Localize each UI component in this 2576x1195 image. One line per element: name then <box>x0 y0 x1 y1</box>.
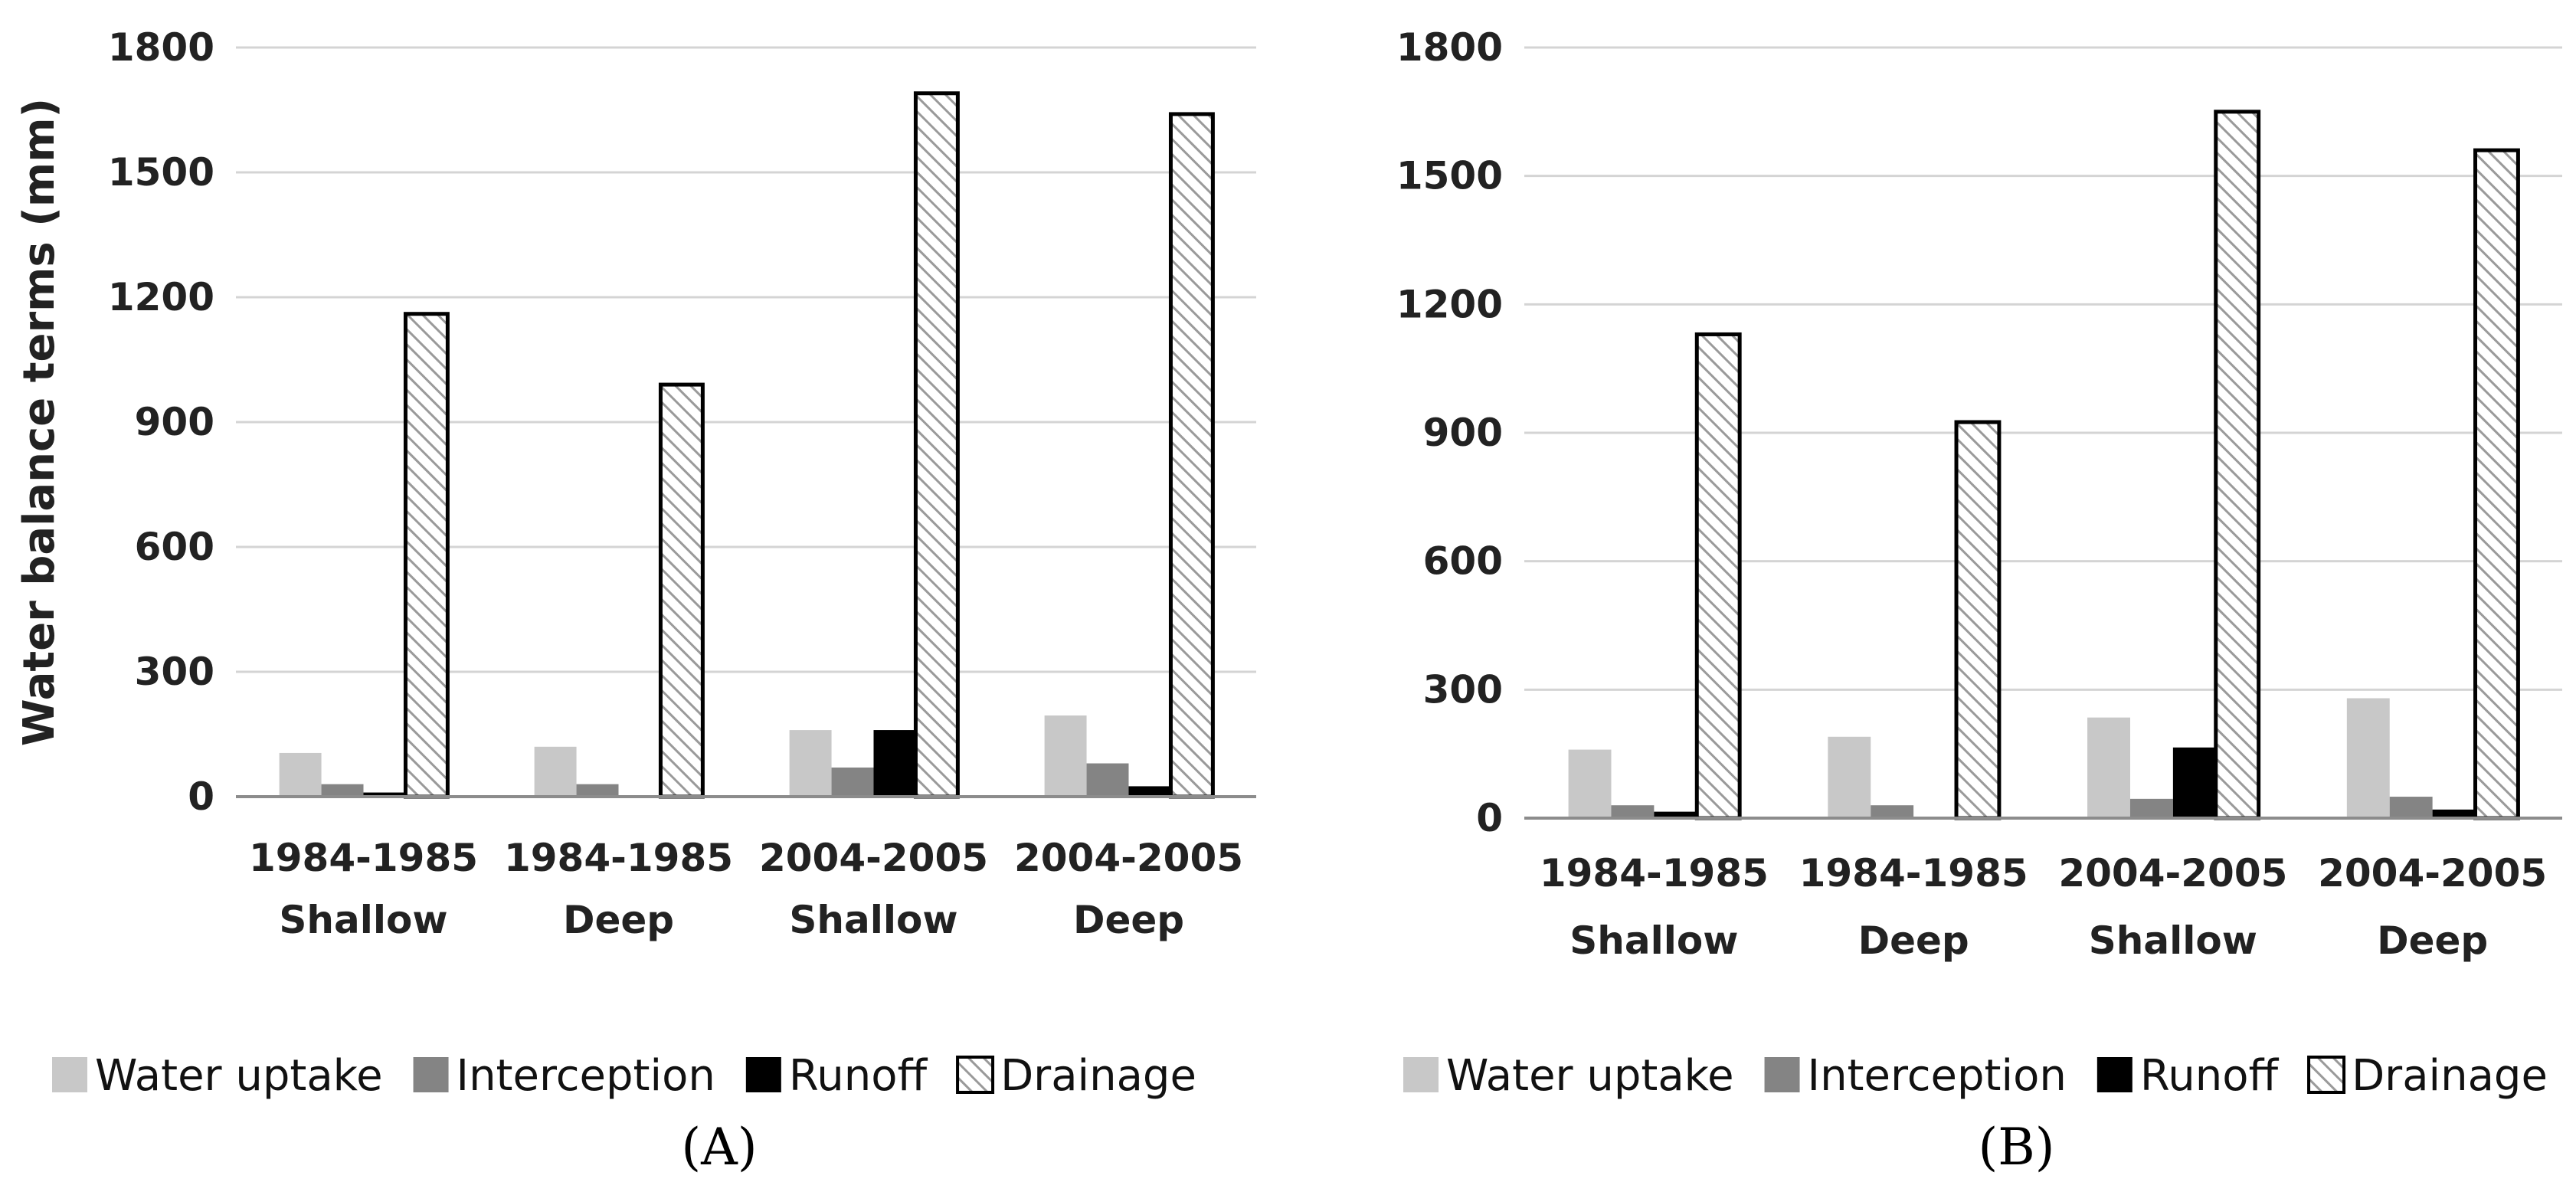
y-axis-label: Water balance terms (mm) <box>15 98 64 746</box>
y-tick-label: 1200 <box>108 275 214 319</box>
legend-swatch-runoff <box>745 1057 781 1092</box>
y-tick-label: 600 <box>135 525 214 569</box>
y-tick-label: 0 <box>188 774 214 819</box>
x-category-depth: Deep <box>1858 918 1969 963</box>
bar-water-uptake-1 <box>279 752 322 797</box>
legend-label: Interception <box>457 1051 715 1101</box>
bar-water-uptake-3 <box>2087 717 2130 818</box>
panel-label: (B) <box>1979 1118 2055 1177</box>
bar-interception-1 <box>1611 805 1655 818</box>
bar-drainage-2 <box>1954 420 2002 820</box>
legend-swatch-drainage <box>956 1056 995 1094</box>
bar-runoff-3 <box>2172 747 2216 818</box>
y-tick-label: 600 <box>1423 539 1503 584</box>
chart-panel-A: 0 300 600 900 1200 1500 1800 1984-1985 Shallow 19… <box>15 25 1256 1177</box>
bar-water-uptake-2 <box>534 746 577 797</box>
bar-runoff-3 <box>873 730 916 797</box>
chart-panel-B: 0 300 600 900 1200 1500 1800 1984-1985 Shallow 19… <box>1396 25 2562 1177</box>
y-tick-label: 900 <box>1423 411 1503 455</box>
x-category-depth: Shallow <box>2089 918 2257 963</box>
x-category-period: 1984-1985 <box>504 836 733 880</box>
bar-runoff-4 <box>1128 786 1171 797</box>
y-tick-label: 1200 <box>1396 282 1503 326</box>
bar-water-uptake-4 <box>1044 715 1087 797</box>
legend-swatch-water-uptake <box>52 1057 87 1092</box>
x-category-depth: Deep <box>1073 898 1184 942</box>
x-category-period: 2004-2005 <box>2058 851 2287 895</box>
y-tick-label: 1800 <box>108 25 214 70</box>
bar-water-uptake-1 <box>1568 749 1612 818</box>
bar-water-uptake-2 <box>1828 736 1871 818</box>
legend-swatch-drainage <box>2307 1056 2346 1094</box>
x-category-period: 1984-1985 <box>1540 851 1769 895</box>
bar-drainage-4 <box>2473 148 2520 820</box>
bar-drainage-2 <box>658 382 705 799</box>
bar-interception-2 <box>1871 805 1914 818</box>
legend-label: Runoff <box>2140 1051 2280 1101</box>
legend-swatch-runoff <box>2096 1057 2132 1092</box>
x-category-period: 1984-1985 <box>249 836 478 880</box>
y-tick-label: 0 <box>1476 796 1503 840</box>
bar-drainage-1 <box>403 312 450 799</box>
x-category-depth: Deep <box>2377 918 2488 963</box>
legend-label: Water uptake <box>1446 1051 1734 1101</box>
bar-runoff-4 <box>2432 809 2476 818</box>
y-tick-label: 1800 <box>1396 25 1503 70</box>
y-tick-label: 300 <box>135 650 214 694</box>
x-category-depth: Shallow <box>789 898 957 942</box>
bar-drainage-1 <box>1694 332 1742 820</box>
bar-drainage-3 <box>913 91 960 799</box>
bar-water-uptake-3 <box>789 730 832 797</box>
legend-label: Drainage <box>2352 1051 2548 1101</box>
x-category-depth: Deep <box>563 898 674 942</box>
x-category-period: 2004-2005 <box>2318 851 2547 895</box>
bar-interception-4 <box>1086 763 1129 797</box>
legend-label: Drainage <box>1000 1051 1196 1101</box>
bar-drainage-4 <box>1168 112 1215 799</box>
bar-drainage-3 <box>2214 110 2261 820</box>
legend-swatch-interception <box>1764 1057 1800 1092</box>
bar-runoff-1 <box>363 792 406 797</box>
legend-label: Interception <box>1808 1051 2067 1101</box>
x-category-period: 1984-1985 <box>1799 851 2028 895</box>
x-category-depth: Shallow <box>1569 918 1738 963</box>
y-tick-label: 900 <box>135 400 214 444</box>
legend-label: Runoff <box>789 1051 928 1101</box>
x-category-depth: Shallow <box>279 898 447 942</box>
bar-water-uptake-4 <box>2346 698 2390 818</box>
bar-runoff-1 <box>1654 811 1697 818</box>
bar-interception-3 <box>831 767 874 797</box>
legend: Water uptake Interception Runoff Drainage <box>1403 1051 2548 1101</box>
x-category-period: 2004-2005 <box>1014 836 1243 880</box>
bar-interception-1 <box>321 784 364 797</box>
y-tick-label: 1500 <box>1396 154 1503 198</box>
bar-interception-3 <box>2129 798 2173 818</box>
legend-swatch-water-uptake <box>1403 1057 1439 1092</box>
legend-swatch-interception <box>413 1057 449 1092</box>
x-category-period: 2004-2005 <box>759 836 988 880</box>
bar-interception-2 <box>576 784 619 797</box>
y-tick-label: 300 <box>1423 667 1503 712</box>
y-tick-label: 1500 <box>108 150 214 195</box>
legend-label: Water uptake <box>95 1051 383 1101</box>
bar-interception-4 <box>2389 797 2433 818</box>
panel-label: (A) <box>681 1118 757 1177</box>
legend: Water uptake Interception Runoff Drainage <box>52 1051 1196 1101</box>
